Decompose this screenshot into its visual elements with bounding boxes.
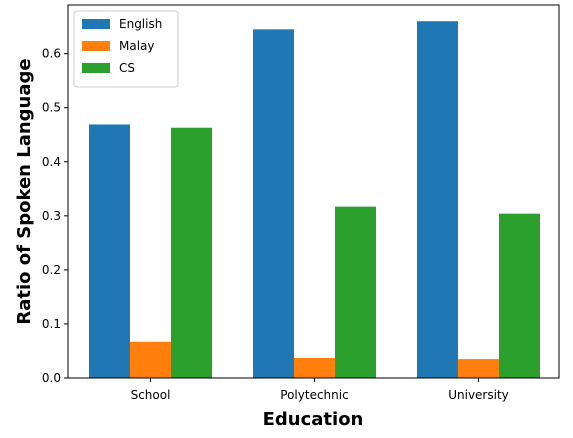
bar-english-university <box>417 21 458 378</box>
bar-cs-university <box>499 213 540 378</box>
y-tick-label: 0.3 <box>42 209 61 223</box>
bar-malay-school <box>130 341 171 378</box>
legend: English Malay CS <box>73 10 179 88</box>
y-tick-label: 0.1 <box>42 317 61 331</box>
y-tick-label: 0.0 <box>42 371 61 385</box>
legend-swatch-cs <box>82 63 110 73</box>
legend-swatch-english <box>82 19 110 29</box>
y-tick-label: 0.4 <box>42 155 61 169</box>
bar-malay-university <box>458 359 499 378</box>
bars-group <box>89 21 540 379</box>
y-axis: 0.0 0.1 0.2 0.3 0.4 0.5 0.6 <box>42 47 68 385</box>
bar-cs-polytechnic <box>335 206 376 378</box>
legend-label-english: English <box>119 17 162 31</box>
bar-cs-school <box>171 127 212 378</box>
y-axis-title: Ratio of Spoken Language <box>14 58 35 324</box>
x-axis-title: Education <box>263 409 364 430</box>
x-tick-label: University <box>448 388 509 402</box>
bar-english-polytechnic <box>253 29 294 379</box>
legend-label-cs: CS <box>119 61 135 75</box>
y-tick-label: 0.5 <box>42 101 61 115</box>
plot-frame <box>67 4 560 379</box>
x-axis: School Polytechnic University <box>131 378 509 402</box>
y-tick-label: 0.2 <box>42 263 61 277</box>
legend-label-malay: Malay <box>119 39 155 53</box>
bar-english-school <box>89 124 130 379</box>
x-tick-label: School <box>131 388 171 402</box>
y-tick-label: 0.6 <box>42 47 61 61</box>
legend-swatch-malay <box>82 41 110 51</box>
x-tick-label: Polytechnic <box>280 388 348 402</box>
bar-malay-polytechnic <box>294 357 335 378</box>
